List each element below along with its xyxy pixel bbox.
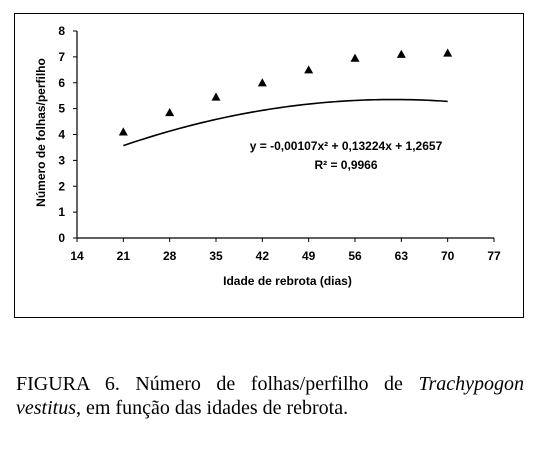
caption-suffix: , em função das idades de rebrota.	[76, 397, 349, 419]
x-tick-label: 42	[256, 249, 270, 263]
data-point-marker	[350, 53, 360, 62]
x-tick-label: 21	[117, 249, 131, 263]
y-tick-label: 8	[58, 24, 65, 38]
data-point-marker	[257, 78, 267, 87]
data-point-marker	[304, 65, 314, 74]
regression-equation: y = -0,00107x² + 0,13224x + 1,2657	[250, 139, 443, 153]
x-tick-label: 14	[70, 249, 84, 263]
x-tick-label: 77	[487, 249, 501, 263]
y-tick-label: 2	[58, 179, 65, 193]
data-point-marker	[118, 127, 128, 136]
data-point-marker	[211, 92, 221, 101]
y-tick-label: 3	[58, 153, 65, 167]
data-point-marker	[396, 49, 406, 58]
figure-caption: FIGURA 6. Número de folhas/perfilho de T…	[16, 372, 524, 420]
x-tick-label: 56	[348, 249, 362, 263]
y-tick-label: 1	[58, 205, 65, 219]
x-tick-label: 35	[209, 249, 223, 263]
trendline	[123, 98, 448, 147]
x-tick-label: 63	[395, 249, 409, 263]
y-tick-label: 5	[58, 102, 65, 116]
y-tick-label: 7	[58, 50, 65, 64]
data-point-marker	[165, 108, 175, 117]
caption-species: Trachypogon vestitus	[16, 373, 525, 419]
chart-axes	[76, 31, 494, 239]
x-tick-label: 49	[302, 249, 316, 263]
chart-trendline-group	[123, 98, 448, 147]
y-tick-label: 6	[58, 76, 65, 90]
r-squared-label: R² = 0,9966	[314, 158, 377, 172]
y-tick-label: 4	[58, 128, 65, 142]
y-tick-label: 0	[58, 231, 65, 245]
x-tick-label: 70	[441, 249, 455, 263]
y-axis-title: Número de folhas/perfilho	[34, 58, 48, 207]
chart-frame	[14, 13, 524, 318]
caption-prefix: FIGURA 6. Número de folhas/perfilho de	[16, 373, 403, 395]
data-point-marker	[443, 48, 453, 57]
chart-points	[118, 48, 453, 136]
x-tick-label: 28	[163, 249, 177, 263]
x-axis-title: Idade de rebrota (dias)	[223, 274, 352, 288]
